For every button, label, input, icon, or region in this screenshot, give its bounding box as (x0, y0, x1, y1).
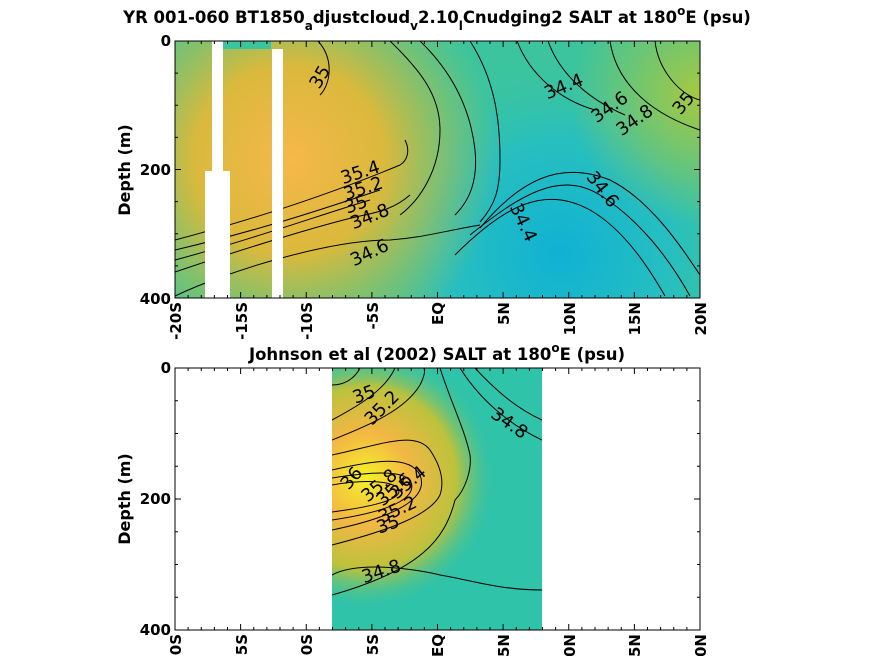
x-tick-label: EQ (429, 302, 447, 325)
y-tick-label: 400 (140, 621, 171, 639)
bottom-title: Johnson et al (2002) SALT at 180oE (psu) (248, 341, 625, 364)
x-tick-label: -20S (167, 302, 185, 340)
top-y-axis-label: Depth (m) (115, 124, 134, 216)
top-y-tick-labels: 0 200 400 (140, 32, 171, 308)
y-tick-label: 0 (161, 359, 171, 377)
x-tick-label: -5S (364, 302, 382, 329)
top-y-ticks (175, 40, 700, 299)
bottom-y-axis-label: Depth (m) (115, 453, 134, 545)
top-x-tick-labels: -20S -15S -10S -5S EQ 5N 10N 15N 20N (167, 302, 710, 340)
x-tick-label: EQ (429, 634, 447, 656)
x-tick-label: 20N (692, 634, 710, 656)
bottom-salinity-field: 35 35.2 34.8 36 35.8 35.6 35.4 35.2 35 3… (332, 368, 542, 630)
bottom-x-tick-labels: -20S -15S -10S -5S EQ 5N 10N 15N 20N (167, 634, 710, 660)
x-tick-label: -10S (298, 634, 316, 656)
x-tick-label: 5N (495, 634, 513, 656)
x-tick-label: -15S (233, 302, 251, 340)
y-tick-label: 400 (140, 290, 171, 308)
x-tick-label: 15N (626, 634, 644, 656)
top-salinity-field: 35 34.4 34.6 34.8 35 35.4 35.2 35 34.8 3… (175, 41, 700, 298)
x-tick-label: 15N (626, 302, 644, 335)
top-missing-data (205, 41, 283, 298)
x-tick-label: 10N (561, 302, 579, 335)
x-tick-label: 10N (561, 634, 579, 656)
x-tick-label: -15S (233, 634, 251, 656)
top-title: YR 001-060 BT1850adjustcloudv2.10lCnudgi… (122, 4, 751, 33)
bottom-y-tick-labels: 0 200 400 (140, 359, 171, 639)
x-tick-label: -5S (364, 634, 382, 656)
y-tick-label: 200 (140, 161, 171, 179)
x-tick-label: -20S (167, 634, 185, 656)
x-tick-label: 20N (692, 302, 710, 335)
x-tick-label: -10S (298, 302, 316, 340)
bottom-x-ticks (174, 368, 701, 630)
top-x-ticks (174, 41, 701, 298)
x-tick-label: 5N (495, 302, 513, 325)
y-tick-label: 0 (161, 32, 171, 50)
bottom-panel: Johnson et al (2002) SALT at 180oE (psu)… (115, 341, 710, 660)
bottom-y-ticks (175, 367, 700, 631)
top-panel: YR 001-060 BT1850adjustcloudv2.10lCnudgi… (115, 4, 751, 340)
y-tick-label: 200 (140, 490, 171, 508)
